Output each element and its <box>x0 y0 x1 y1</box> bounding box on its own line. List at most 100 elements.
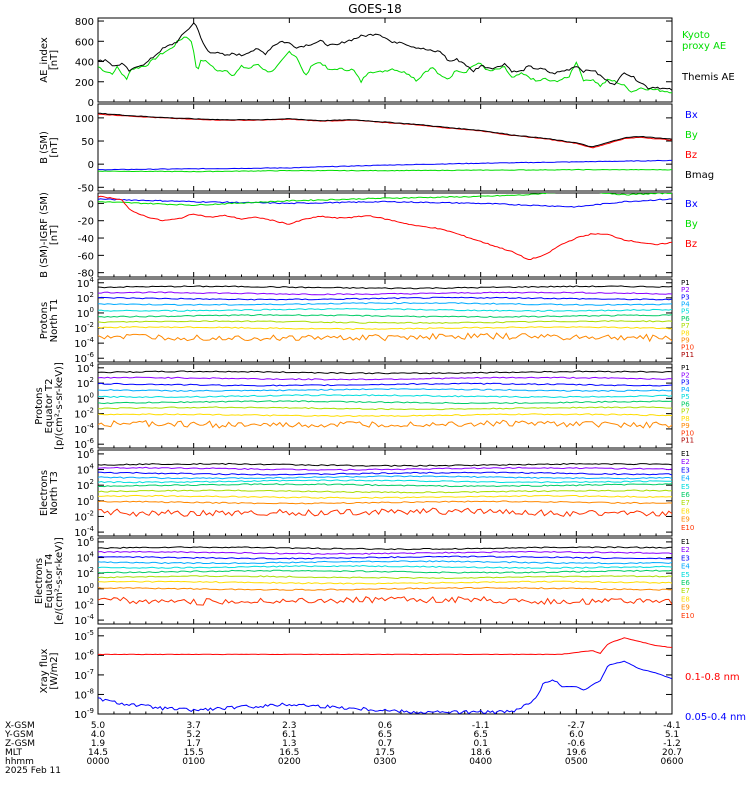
channel-line <box>98 575 672 580</box>
series-line-kyoto-proxy-ae <box>98 36 672 94</box>
channel-line <box>98 413 672 418</box>
panel-frame <box>97 103 673 192</box>
legend-label: By <box>685 219 698 230</box>
x-row-value: 0.1 <box>474 739 488 749</box>
y-tick-label: 102 <box>77 478 94 492</box>
channel-label: P1 <box>681 364 690 372</box>
channel-label: P2 <box>681 286 690 294</box>
y-tick-label: 106 <box>77 447 95 461</box>
channel-label: P7 <box>681 322 690 330</box>
channel-line <box>98 550 672 555</box>
channel-line <box>98 394 672 399</box>
channel-label: E2 <box>681 458 690 466</box>
y-tick-label: 10-6 <box>74 437 94 451</box>
channel-label: P9 <box>681 422 690 430</box>
plot-area <box>98 637 672 714</box>
channel-line <box>98 388 672 392</box>
plot-area <box>98 285 672 343</box>
y-tick-label: -40 <box>78 234 94 245</box>
panel-frame <box>97 17 673 103</box>
series-line-bx <box>98 198 672 208</box>
panel-bdiff: -80 -60 -40 -20 0 B (SM)-IGRF (SM) [nT] Bx By Bz <box>39 192 698 280</box>
x-row-value: 19.6 <box>566 748 586 758</box>
channel-label: P5 <box>681 393 690 401</box>
panel-frame <box>97 449 673 537</box>
legend-label: 0.1-0.8 nm <box>685 672 740 683</box>
channel-line <box>98 479 672 484</box>
legend-label: Themis AE <box>681 72 735 83</box>
y-tick-label: 0 <box>88 98 94 109</box>
y-tick-label: 800 <box>75 17 94 28</box>
y-axis-label: Electrons <box>34 558 45 604</box>
channel-line <box>98 370 672 375</box>
channel-line <box>98 466 672 471</box>
panel-frame <box>97 363 673 449</box>
channel-label: P7 <box>681 408 690 416</box>
channel-label: E5 <box>681 571 690 579</box>
y-tick-label: 10-5 <box>74 629 94 643</box>
channel-line <box>98 494 672 499</box>
legend-label: Bmag <box>685 170 714 181</box>
channel-line <box>98 569 672 574</box>
channel-label: E1 <box>681 450 690 458</box>
x-row-label: MLT <box>5 748 23 758</box>
y-tick-label: 10-4 <box>74 336 94 350</box>
y-tick-label: 50 <box>81 137 94 148</box>
y-tick-label: 100 <box>77 582 94 596</box>
y-tick-label: 10-4 <box>74 613 94 627</box>
y-tick-label: 100 <box>77 494 94 508</box>
channel-line <box>98 555 672 560</box>
x-row-value: 0200 <box>278 757 301 767</box>
channel-label: E10 <box>681 612 694 620</box>
channel-line <box>98 471 672 476</box>
channel-label: P8 <box>681 415 690 423</box>
y-tick-label: -20 <box>78 217 94 228</box>
x-row-value: -1.1 <box>472 721 490 731</box>
channel-label: P3 <box>681 293 690 301</box>
panel-bsm: -50 0 50 100 B (SM) [nT] Bx By Bz Bmag <box>39 103 714 194</box>
x-row-value: 5.2 <box>187 730 201 740</box>
y-tick-label: 102 <box>77 291 94 305</box>
y-tick-label: 600 <box>75 37 94 48</box>
legend-label: By <box>685 130 698 141</box>
y-axis-label: Protons <box>34 387 45 424</box>
x-row-value: 6.1 <box>282 730 296 740</box>
x-row-value: 4.0 <box>91 730 106 740</box>
x-row-label: Z-GSM <box>5 739 35 749</box>
channel-label: P6 <box>681 315 690 323</box>
channel-line <box>98 332 672 343</box>
y-axis-label: Xray flux <box>39 649 50 694</box>
x-row-value: 5.1 <box>665 730 679 740</box>
channel-line <box>98 419 672 429</box>
plot-area <box>98 462 672 517</box>
x-row-value: 1.3 <box>282 739 296 749</box>
channel-line <box>98 296 672 301</box>
channel-line <box>98 382 672 387</box>
y-axis-label: Electrons <box>39 470 50 516</box>
channel-label: E7 <box>681 587 690 595</box>
series-line-by <box>98 193 672 206</box>
x-row-value: 1.7 <box>187 739 201 749</box>
channel-label: P5 <box>681 308 690 316</box>
y-axis-label: [e/(cm²-s-sr-keV)] <box>54 537 65 625</box>
y-tick-label: 104 <box>77 551 95 565</box>
channel-line <box>98 313 672 318</box>
y-tick-label: 10-2 <box>74 509 94 523</box>
channel-label: E4 <box>681 475 690 483</box>
x-row-value: -1.2 <box>663 739 681 749</box>
series-line-bz <box>98 195 672 260</box>
series-line-by <box>98 168 672 173</box>
channel-label: E4 <box>681 563 690 571</box>
channel-line <box>98 596 672 606</box>
channel-line <box>98 586 672 591</box>
y-tick-label: -50 <box>78 183 94 194</box>
x-row-value: 0500 <box>565 757 588 767</box>
y-axis-label: Equator T4 <box>44 554 55 609</box>
y-axis-label: [nT] <box>49 225 60 245</box>
date-label: 2025 Feb 11 <box>5 766 61 776</box>
y-tick-label: 10-4 <box>74 422 94 436</box>
channel-label: E5 <box>681 483 690 491</box>
plot-area <box>98 370 672 429</box>
channel-label: E8 <box>681 595 690 603</box>
